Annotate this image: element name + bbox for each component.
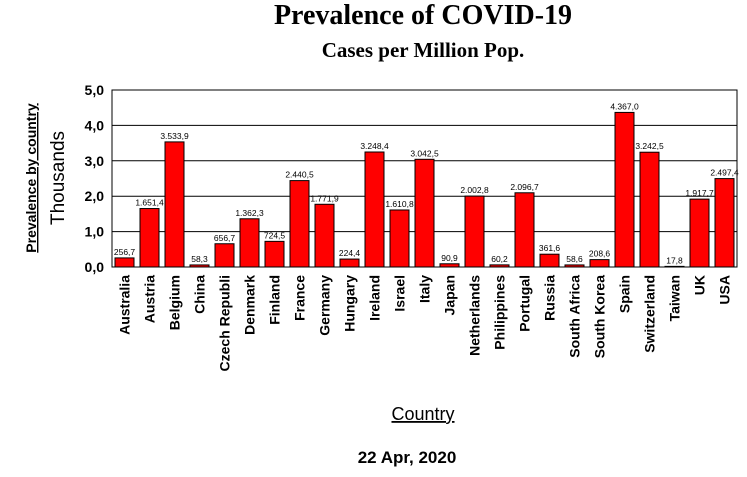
bar xyxy=(714,178,735,268)
bar xyxy=(239,218,260,268)
bar xyxy=(689,198,710,268)
x-tick-label: Czech Republi xyxy=(217,275,233,371)
bar-value-label: 58,6 xyxy=(566,254,583,264)
x-tick-label: Belgium xyxy=(167,275,183,330)
bar-value-label: 60,2 xyxy=(491,254,508,264)
bar-value-label: 3.042,5 xyxy=(410,148,439,158)
bar xyxy=(639,151,660,268)
bar xyxy=(464,195,485,268)
bar xyxy=(339,258,360,268)
bar-value-label: 1.651,4 xyxy=(135,198,164,208)
bar-value-label: 3.533,9 xyxy=(160,131,189,141)
x-tick-label: Italy xyxy=(417,275,433,303)
bar xyxy=(314,203,335,268)
bar xyxy=(614,111,635,268)
bar-value-label: 90,9 xyxy=(441,253,458,263)
bar xyxy=(139,208,160,268)
bars xyxy=(114,111,735,268)
bar xyxy=(114,257,135,268)
x-axis-title: Country xyxy=(391,404,454,424)
bar xyxy=(514,192,535,268)
x-tick-label: China xyxy=(192,275,208,314)
bar-value-label: 17,8 xyxy=(666,255,683,265)
bar xyxy=(539,253,560,268)
bar-value-label: 1.362,3 xyxy=(235,208,264,218)
bar-value-label: 256,7 xyxy=(114,247,136,257)
x-tick-label: South Korea xyxy=(592,275,608,358)
y-tick-labels: 0,0 1,0 2,0 3,0 4,0 5,0 xyxy=(85,82,105,275)
x-tick-label: Philippines xyxy=(492,275,508,350)
bar-value-label: 656,7 xyxy=(214,233,236,243)
y-tick-label: 3,0 xyxy=(85,153,105,169)
bar xyxy=(364,151,385,268)
bar-value-label: 1.610,8 xyxy=(385,199,414,209)
x-tick-labels: Australia Austria Belgium China Czech Republ… xyxy=(117,275,733,372)
bar-value-label: 224,4 xyxy=(339,248,361,258)
x-tick-label: Austria xyxy=(142,275,158,323)
bar xyxy=(414,158,435,268)
bar-value-label: 2.440,5 xyxy=(285,170,314,180)
bar xyxy=(214,243,235,268)
x-tick-label: Switzerland xyxy=(642,275,658,353)
x-tick-label: Netherlands xyxy=(467,275,483,356)
axes xyxy=(111,89,738,268)
bar-value-label: 3.242,5 xyxy=(635,141,664,151)
bar-value-label: 3.248,4 xyxy=(360,141,389,151)
bar xyxy=(264,240,285,268)
plot-frame xyxy=(111,89,738,268)
x-tick-label: Germany xyxy=(317,275,333,336)
y-tick-label: 5,0 xyxy=(85,82,105,98)
bar-value-label: 4.367,0 xyxy=(610,101,639,111)
y-axis-title-group: Prevalence by country Thousands xyxy=(23,103,69,253)
bar-value-label: 58,3 xyxy=(191,254,208,264)
chart-subtitle: Cases per Million Pop. xyxy=(322,38,525,62)
x-tick-label: Denmark xyxy=(242,275,258,335)
x-tick-label: Ireland xyxy=(367,275,383,321)
bar xyxy=(389,209,410,268)
x-tick-label: Hungary xyxy=(342,275,358,332)
y-tick-label: 0,0 xyxy=(85,259,105,275)
y-axis-title: Prevalence by country xyxy=(23,103,39,253)
bar xyxy=(589,259,610,268)
bar-value-label: 361,6 xyxy=(539,243,561,253)
x-tick-label: Australia xyxy=(117,275,133,335)
y-tick-label: 2,0 xyxy=(85,188,105,204)
x-tick-label: Spain xyxy=(617,275,633,313)
bar-value-label: 1.917,7 xyxy=(685,188,714,198)
bar-value-label: 724,5 xyxy=(264,230,286,240)
x-tick-label: UK xyxy=(692,275,708,295)
bar xyxy=(289,180,310,268)
bar xyxy=(164,141,185,268)
x-tick-label: South Africa xyxy=(567,275,583,358)
bar-value-label: 1.771,9 xyxy=(310,193,339,203)
bar-value-label: 2.002,8 xyxy=(460,185,489,195)
x-tick-label: Taiwan xyxy=(667,275,683,321)
data-labels: 256,7 1.651,4 3.533,9 58,3 656,7 1.362,3 724,5… xyxy=(114,101,739,265)
chart-footer-date: 22 Apr, 2020 xyxy=(358,448,457,467)
x-tick-label: USA xyxy=(717,275,733,305)
x-tick-label: Russia xyxy=(542,275,558,321)
bar-value-label: 2.497,4 xyxy=(710,168,739,178)
y-tick-label: 4,0 xyxy=(85,117,105,133)
y-tick-label: 1,0 xyxy=(85,224,105,240)
bar-value-label: 208,6 xyxy=(589,249,611,259)
x-tick-label: Finland xyxy=(267,275,283,325)
chart-title: Prevalence of COVID-19 xyxy=(274,0,572,31)
x-tick-label: Portugal xyxy=(517,275,533,332)
x-tick-label: France xyxy=(292,275,308,321)
bar-value-label: 2.096,7 xyxy=(510,182,539,192)
y-axis-unit-label: Thousands xyxy=(48,131,69,225)
x-tick-label: Japan xyxy=(442,275,458,315)
x-tick-label: Israel xyxy=(392,275,408,312)
